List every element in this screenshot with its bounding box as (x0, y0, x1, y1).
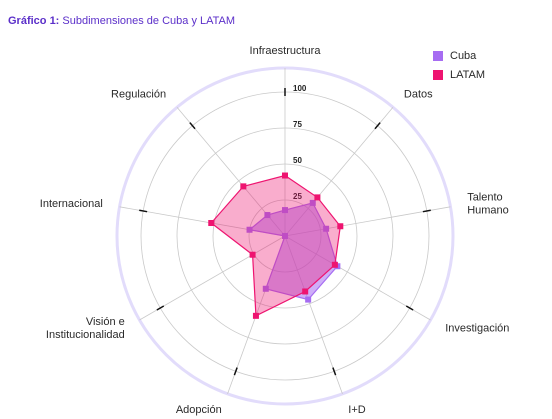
spoke-tick (405, 305, 414, 311)
category-label: Infraestructura (250, 45, 322, 57)
r-tick-label: 100 (293, 84, 307, 93)
point (282, 233, 288, 239)
spoke-tick (374, 122, 381, 130)
point (305, 296, 312, 303)
category-label: Visión e Institucionalidad (46, 316, 125, 341)
legend-label: LATAM (450, 69, 485, 81)
point (331, 261, 338, 268)
point (282, 172, 288, 179)
spoke-tick (233, 367, 238, 376)
subtitle: Subdimensiones de Cuba y LATAM (62, 15, 235, 27)
category-label: Datos (404, 88, 433, 100)
series (208, 172, 344, 319)
point (208, 219, 215, 226)
point (240, 183, 247, 190)
category-label: Adopción (176, 404, 222, 416)
point (246, 226, 253, 233)
category-label: Talento Humano (467, 191, 509, 216)
point (249, 251, 256, 258)
legend-swatch (433, 70, 443, 80)
series-area (210, 174, 341, 317)
spoke-tick (139, 209, 148, 213)
category-label: Internacional (40, 198, 103, 210)
chart-title: Gráfico 1: Subdimensiones de Cuba y LATA… (8, 15, 235, 27)
category-label: Investigación (445, 322, 509, 334)
spoke-tick (156, 305, 165, 311)
point (264, 212, 271, 219)
legend-swatch (433, 51, 443, 61)
spoke-tick (422, 209, 431, 213)
r-tick-label: 25 (293, 192, 302, 201)
point (282, 207, 288, 214)
title: Gráfico 1: (8, 15, 59, 27)
legend-label: Cuba (450, 50, 477, 62)
point (337, 223, 344, 230)
point (309, 199, 316, 206)
r-tick-label: 50 (293, 156, 302, 165)
point (323, 225, 330, 232)
point (302, 288, 309, 295)
point (252, 312, 259, 319)
spoke-tick (189, 122, 196, 130)
point (262, 285, 269, 292)
point (314, 194, 321, 201)
r-tick-label: 75 (293, 120, 302, 129)
spoke-tick (332, 367, 337, 376)
category-label: Regulación (111, 88, 166, 100)
category-label: I+D (348, 404, 365, 416)
series-area (248, 202, 339, 301)
